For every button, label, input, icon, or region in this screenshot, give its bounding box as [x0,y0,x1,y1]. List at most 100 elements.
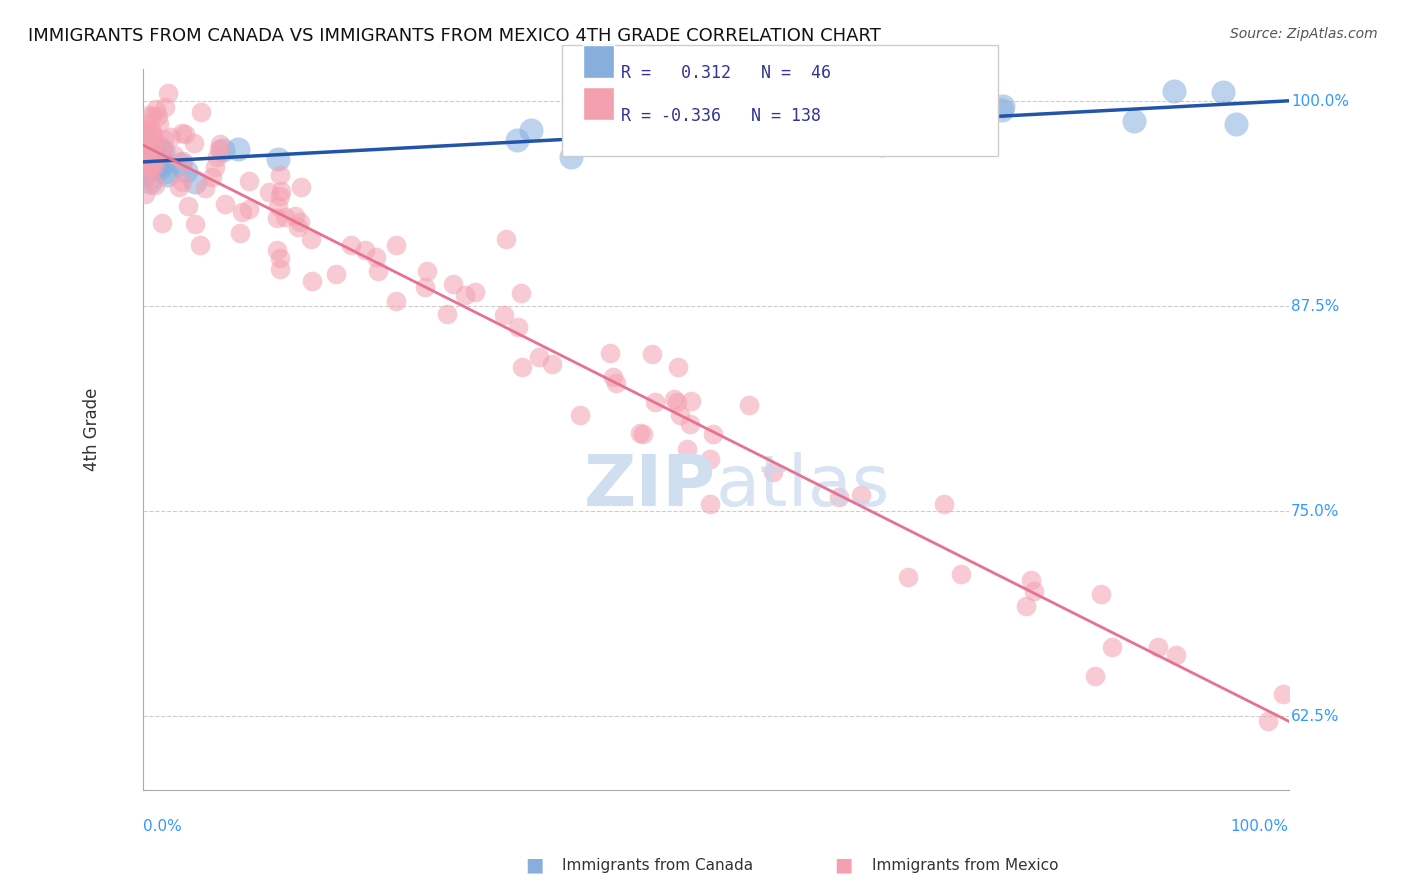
Point [508,319,530,334]
Point [269,189,291,203]
Point [138,140,160,154]
Point [228,226,250,240]
Point [146,150,169,164]
Point [949,567,972,582]
Point [142,153,165,167]
Point [288,215,311,229]
Point [662,392,685,407]
Point [681,394,703,409]
Point [631,427,654,442]
Point [136,127,159,141]
Point [413,280,436,294]
Text: R = -0.336   N = 138: R = -0.336 N = 138 [621,107,821,125]
Point [135,153,157,167]
Point [146,159,169,173]
Point [152,145,174,159]
Text: ■: ■ [524,855,544,875]
Point [454,288,477,302]
Point [385,294,408,309]
Point [699,451,721,466]
Point [143,178,166,192]
Text: 100.0%: 100.0% [1230,819,1289,834]
Point [699,497,721,511]
Point [134,157,156,171]
Point [141,109,163,123]
Point [190,104,212,119]
Point [132,148,155,162]
Point [135,156,157,170]
Point [134,157,156,171]
Point [737,398,759,412]
Point [284,209,307,223]
Point [640,347,662,361]
Point [138,162,160,177]
Point [150,216,173,230]
Point [132,163,155,178]
Point [238,202,260,216]
Point [269,261,291,276]
Point [141,173,163,187]
Point [152,156,174,170]
Point [827,490,849,504]
Point [325,267,347,281]
Point [269,251,291,265]
Point [494,308,516,322]
Point [520,123,543,137]
Point [1166,648,1188,662]
Point [138,108,160,122]
Point [541,357,564,371]
Point [645,112,668,126]
Point [1271,687,1294,701]
Point [139,138,162,153]
Point [132,139,155,153]
Point [287,219,309,234]
Point [1225,117,1247,131]
Point [194,181,217,195]
Point [1014,599,1036,614]
Point [991,98,1014,112]
Point [887,116,910,130]
Text: 4th Grade: 4th Grade [83,387,101,471]
Point [208,142,231,156]
Text: 0.0%: 0.0% [143,819,183,834]
Point [173,128,195,142]
Text: ZIP: ZIP [583,452,716,522]
Point [990,103,1012,118]
Point [132,159,155,173]
Point [367,264,389,278]
Point [134,126,156,140]
Point [134,145,156,160]
Point [183,175,205,189]
Point [132,129,155,144]
Text: 87.5%: 87.5% [1291,299,1340,314]
Point [135,122,157,136]
Point [132,128,155,143]
Point [266,211,288,226]
Point [132,160,155,174]
Point [201,170,224,185]
Point [146,109,169,123]
Point [932,497,955,511]
Point [416,264,439,278]
Point [1101,640,1123,655]
Point [529,351,551,365]
Point [495,232,517,246]
Point [830,128,852,142]
Point [162,148,184,162]
Point [605,376,627,390]
Point [1163,84,1185,98]
Point [141,124,163,138]
Point [266,199,288,213]
Point [141,160,163,174]
Point [676,442,699,456]
Point [267,152,290,166]
Point [921,116,943,130]
Point [160,130,183,145]
Point [1122,114,1144,128]
Point [436,307,458,321]
Text: Source: ZipAtlas.com: Source: ZipAtlas.com [1230,27,1378,41]
Point [141,157,163,171]
Point [132,168,155,182]
Point [1084,669,1107,683]
Text: 75.0%: 75.0% [1291,504,1340,519]
